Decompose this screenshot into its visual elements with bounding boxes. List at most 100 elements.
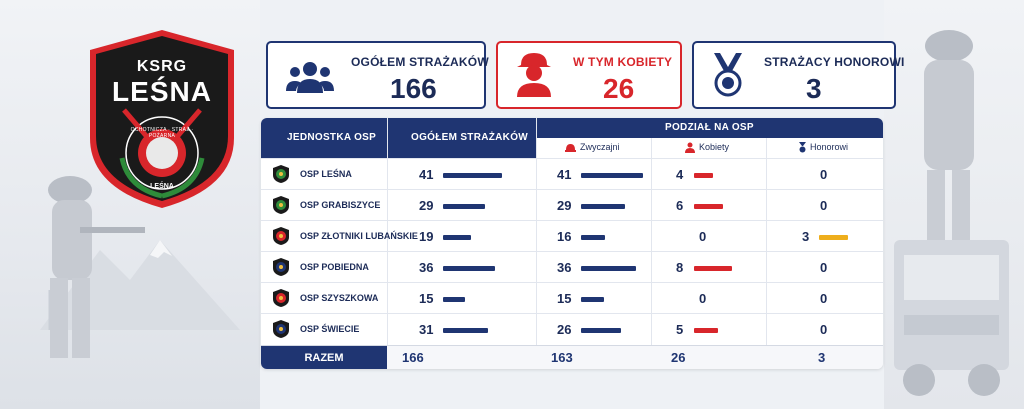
honorary-bar <box>819 235 848 240</box>
total-bar <box>443 328 488 333</box>
table-row: OSP ŚWIECIE 31 26 5 0 <box>261 313 883 344</box>
column-divider <box>766 138 767 345</box>
emblem-bottom-text: LEŚNA <box>150 183 174 190</box>
stat-card-honorary: STRAŻACY HONOROWI 3 <box>692 41 904 109</box>
honorary-value: 0 <box>820 198 828 213</box>
honorary-value: 0 <box>820 167 828 182</box>
women-value: 0 <box>699 229 707 244</box>
stat-total-value: 166 <box>390 73 437 104</box>
table-row: OSP POBIEDNA 36 36 8 0 <box>261 251 883 282</box>
header-split: PODZIAŁ NA OSP <box>665 122 754 133</box>
header-regular: Zwyczajni <box>580 142 620 152</box>
medal-small-icon <box>799 142 806 153</box>
header-women: Kobiety <box>699 142 730 152</box>
regular-value: 16 <box>557 229 572 244</box>
total-value: 31 <box>419 322 434 337</box>
footer-women: 26 <box>671 350 686 365</box>
shield-icon <box>90 30 234 208</box>
stat-honorary-value: 3 <box>806 73 822 104</box>
women-bar <box>694 204 723 209</box>
footer-regular: 163 <box>551 350 573 365</box>
stat-card-women: W TYM KOBIETY 26 <box>496 41 682 109</box>
regular-value: 29 <box>557 198 572 213</box>
regular-bar <box>581 173 643 178</box>
regular-value: 41 <box>557 167 572 182</box>
emblem-main-text: LEŚNA <box>112 76 212 107</box>
osp-name: OSP SZYSZKOWA <box>300 293 379 303</box>
column-divider <box>651 138 652 345</box>
stat-honorary-label: STRAŻACY HONOROWI <box>764 55 905 69</box>
total-value: 29 <box>419 198 434 213</box>
regular-bar <box>581 266 636 271</box>
regular-bar <box>581 297 604 302</box>
osp-badge-icon <box>273 289 289 307</box>
osp-badge-icon <box>273 227 289 245</box>
women-value: 6 <box>676 198 684 213</box>
total-value: 19 <box>419 229 434 244</box>
total-bar <box>443 235 471 240</box>
women-value: 0 <box>699 291 707 306</box>
women-bar <box>694 266 732 271</box>
header-unit: JEDNOSTKA OSP <box>287 132 377 143</box>
stat-total-label: OGÓŁEM STRAŻAKÓW <box>351 55 489 69</box>
column-divider <box>387 118 388 349</box>
female-firefighter-icon <box>517 53 551 97</box>
osp-name: OSP POBIEDNA <box>300 262 369 272</box>
women-value: 8 <box>676 260 684 275</box>
women-bar <box>694 173 713 178</box>
osp-name: OSP LEŚNA <box>300 169 352 179</box>
table-row: OSP ZŁOTNIKI LUBAŃSKIE 19 16 0 3 <box>261 220 883 251</box>
total-value: 41 <box>419 167 434 182</box>
osp-name: OSP ZŁOTNIKI LUBAŃSKIE <box>300 231 418 241</box>
osp-badge-icon <box>273 196 289 214</box>
honorary-value: 0 <box>820 322 828 337</box>
table-row: OSP SZYSZKOWA 15 15 0 0 <box>261 282 883 313</box>
regular-bar <box>581 204 625 209</box>
honorary-value: 0 <box>820 260 828 275</box>
stat-women-label: W TYM KOBIETY <box>573 55 673 69</box>
total-value: 36 <box>419 260 434 275</box>
table-footer: RAZEM 166 163 26 3 <box>261 345 883 369</box>
emblem-top-text: KSRG <box>136 58 188 75</box>
women-value: 5 <box>676 322 684 337</box>
people-group-icon <box>286 62 334 93</box>
osp-badge-icon <box>273 165 289 183</box>
footer-total: 166 <box>402 350 424 365</box>
total-bar <box>443 266 495 271</box>
osp-badge-icon <box>273 258 289 276</box>
table-subheader: Zwyczajni Kobiety Honorowi <box>536 138 883 158</box>
osp-table: JEDNOSTKA OSP OGÓŁEM STRAŻAKÓW PODZIAŁ N… <box>261 118 883 369</box>
firefighter-illustration-right <box>924 30 974 240</box>
regular-bar <box>581 235 605 240</box>
honorary-value: 3 <box>802 229 810 244</box>
total-bar <box>443 204 485 209</box>
regular-value: 36 <box>557 260 572 275</box>
medal-icon <box>714 53 742 97</box>
footer-label: RAZEM <box>261 346 387 369</box>
table-row: OSP LEŚNA 41 41 4 0 <box>261 158 883 189</box>
women-bar <box>694 328 718 333</box>
helmet-icon <box>565 144 576 152</box>
honorary-value: 0 <box>820 291 828 306</box>
firefighter-illustration-left <box>48 176 145 358</box>
table-row: OSP GRABISZYCE 29 29 6 0 <box>261 189 883 220</box>
stat-card-total: OGÓŁEM STRAŻAKÓW 166 <box>266 41 489 109</box>
fire-truck-illustration <box>894 240 1009 396</box>
osp-name: OSP GRABISZYCE <box>300 200 381 210</box>
emblem-ring-text: OCHOTNICZA · STRAŻ · POŻARNA <box>130 127 194 139</box>
total-bar <box>443 173 502 178</box>
footer-honorary: 3 <box>818 350 826 365</box>
regular-value: 15 <box>557 291 572 306</box>
header-total: OGÓŁEM STRAŻAKÓW <box>411 132 529 143</box>
stat-women-value: 26 <box>603 73 635 104</box>
column-divider <box>536 118 537 349</box>
ksrg-lesna-emblem: KSRG LEŚNA OCHOTNICZA · STRAŻ · POŻARNA … <box>88 28 236 210</box>
regular-value: 26 <box>557 322 572 337</box>
osp-name: OSP ŚWIECIE <box>300 324 360 334</box>
osp-badge-icon <box>273 320 289 338</box>
women-value: 4 <box>676 167 684 182</box>
header-honorary: Honorowi <box>810 142 849 152</box>
person-icon <box>685 142 695 153</box>
regular-bar <box>581 328 621 333</box>
total-value: 15 <box>419 291 434 306</box>
